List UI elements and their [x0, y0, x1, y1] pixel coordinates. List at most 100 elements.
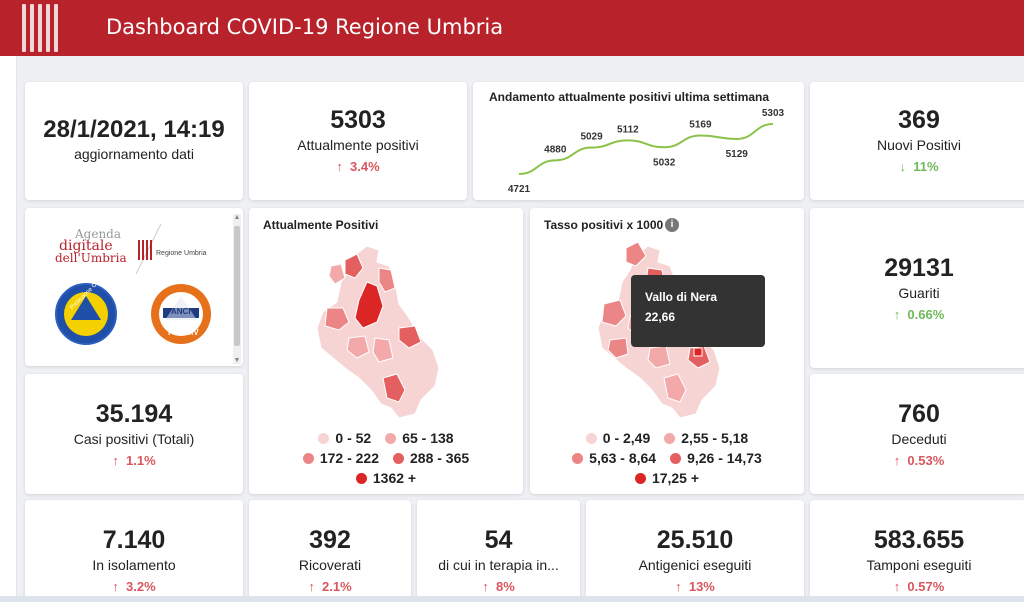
update-card: 28/1/2021, 14:19 aggiornamento dati	[25, 82, 243, 200]
map-tooltip: Vallo di Nera 22,66	[631, 275, 765, 347]
legend-item: 172 - 222	[302, 450, 379, 466]
info-icon[interactable]: i	[665, 218, 679, 232]
legend-dot	[664, 432, 676, 444]
map-positivi-legend: 0 - 52 65 - 138 172 - 222 288 - 365 1362…	[249, 430, 523, 490]
attualmente-positivi-card: 5303 Attualmente positivi ↑ 3.4%	[249, 82, 467, 200]
sparkline-chart: 4721 4880 5029 5112 5032 5169 5129 5303	[508, 108, 785, 195]
ricoverati-label: Ricoverati	[298, 557, 362, 573]
legend-item: 0 - 2,49	[585, 430, 650, 446]
attualmente-positivi-value: 5303	[330, 106, 386, 134]
map-tasso-card: Tasso positivi x 1000 i Vallo di Nera 22…	[530, 208, 804, 494]
sparkline-data-label: 5112	[617, 124, 639, 135]
deceduti-card: 760 Deceduti ↑ 0.53%	[810, 374, 1024, 494]
casi-totali-label: Casi positivi (Totali)	[73, 431, 195, 447]
ricoverati-change: ↑ 2.1%	[308, 579, 352, 594]
legend-dot	[572, 452, 584, 464]
sparkline-card: Andamento attualmente positivi ultima se…	[473, 82, 804, 200]
attualmente-positivi-change: ↑ 3.4%	[336, 159, 380, 174]
arrow-up-icon: ↑	[893, 579, 901, 594]
logos-graphics	[55, 223, 211, 345]
arrow-up-icon: ↑	[112, 453, 119, 468]
attualmente-positivi-label: Attualmente positivi	[297, 137, 419, 153]
nuovi-positivi-value: 369	[898, 106, 940, 134]
nuovi-positivi-change: ↓ 11%	[899, 159, 939, 174]
isolamento-label: In isolamento	[92, 557, 176, 573]
deceduti-value: 760	[898, 400, 940, 428]
arrow-up-icon: ↑	[482, 579, 489, 594]
map-positivi-title: Attualmente Positivi	[263, 218, 379, 232]
umbria-map-positivi[interactable]	[249, 208, 523, 494]
legend-dot	[585, 432, 597, 444]
sparkline-series-line	[518, 123, 774, 175]
legend-item: 0 - 52	[318, 430, 371, 446]
legend-item: 5,63 - 8,64	[572, 450, 656, 466]
sparkline-data-label: 5029	[580, 132, 603, 143]
arrow-up-icon: ↑	[893, 453, 901, 468]
legend-dot	[318, 432, 330, 444]
isolamento-change: ↑ 3.2%	[112, 579, 156, 594]
antigenici-change: ↑ 13%	[675, 579, 715, 594]
legend-item: 288 - 365	[393, 450, 469, 466]
regione-umbria-logo-icon	[138, 240, 152, 260]
terapia-card: 54 di cui in terapia in... ↑ 8%	[417, 500, 580, 602]
horizontal-scrollbar[interactable]	[0, 596, 1024, 602]
map-tasso-title: Tasso positivi x 1000	[544, 218, 664, 232]
isolamento-value: 7.140	[102, 526, 166, 554]
map-tasso-legend: 0 - 2,49 2,55 - 5,18 5,63 - 8,64 9,26 - …	[530, 430, 804, 490]
tooltip-name: Vallo di Nera	[645, 290, 718, 304]
ricoverati-value: 392	[309, 526, 351, 554]
tamponi-change: ↑ 0.57%	[893, 579, 945, 594]
sparkline-data-label: 5129	[726, 149, 749, 160]
guariti-value: 29131	[884, 254, 954, 282]
guariti-label: Guariti	[898, 285, 940, 301]
tamponi-label: Tamponi eseguiti	[866, 557, 972, 573]
update-datetime: 28/1/2021, 14:19	[43, 116, 225, 143]
legend-item: 2,55 - 5,18	[664, 430, 748, 446]
umbria-columns-logo-icon	[22, 4, 58, 52]
legend-dot	[393, 452, 404, 464]
arrow-up-icon: ↑	[308, 579, 315, 594]
sparkline-title: Andamento attualmente positivi ultima se…	[489, 90, 770, 104]
page-title: Dashboard COVID-19 Regione Umbria	[106, 15, 504, 39]
sparkline-data-label: 4721	[508, 184, 531, 195]
terapia-change: ↑ 8%	[482, 579, 515, 594]
casi-totali-change: ↑ 1.1%	[112, 453, 156, 468]
arrow-up-icon: ↑	[675, 579, 682, 594]
casi-totali-card: 35.194 Casi positivi (Totali) ↑ 1.1%	[25, 374, 243, 494]
legend-dot	[670, 452, 682, 464]
arrow-up-icon: ↑	[112, 579, 119, 594]
anci-prociv-logo-icon	[151, 284, 211, 344]
app-header: Dashboard COVID-19 Regione Umbria	[0, 0, 1024, 56]
legend-dot	[385, 432, 397, 444]
isolamento-card: 7.140 In isolamento ↑ 3.2%	[25, 500, 243, 602]
terapia-value: 54	[484, 526, 513, 554]
guariti-change: ↑ 0.66%	[893, 307, 945, 322]
ricoverati-card: 392 Ricoverati ↑ 2.1%	[249, 500, 411, 602]
regione-umbria-label: Regione Umbria	[156, 250, 207, 257]
antigenici-card: 25.510 Antigenici eseguiti ↑ 13%	[586, 500, 804, 602]
anci-label: ANCI	[171, 307, 191, 316]
casi-totali-value: 35.194	[95, 400, 173, 428]
arrow-up-icon: ↑	[893, 307, 901, 322]
sparkline-data-label: 5032	[653, 157, 676, 168]
map-positivi-card: Attualmente Positivi 0 - 52 65 - 138 172…	[249, 208, 523, 494]
terapia-label: di cui in terapia in...	[438, 557, 559, 573]
antigenici-value: 25.510	[656, 526, 734, 554]
tamponi-card: 583.655 Tamponi eseguiti ↑ 0.57%	[810, 500, 1024, 602]
logos-scrollbar[interactable]: ▲ ▼	[233, 214, 241, 364]
left-sidebar	[0, 56, 17, 602]
tamponi-value: 583.655	[873, 526, 965, 554]
tooltip-value: 22,66	[645, 310, 676, 324]
update-label: aggiornamento dati	[74, 146, 194, 162]
sparkline-data-label: 5303	[762, 108, 785, 119]
arrow-down-icon: ↓	[899, 159, 906, 174]
legend-dot	[302, 452, 314, 464]
nuovi-positivi-label: Nuovi Positivi	[876, 137, 962, 153]
protezione-civile-logo-icon	[55, 283, 117, 345]
legend-item: 1362 +	[355, 470, 416, 486]
legend-dot	[634, 472, 646, 484]
agenda-digitale-logo: Agenda digitale dell'Umbria	[55, 227, 127, 265]
deceduti-change: ↑ 0.53%	[893, 453, 945, 468]
sparkline-data-label: 5169	[689, 120, 712, 131]
prociv-label: PROCIV	[168, 328, 199, 337]
